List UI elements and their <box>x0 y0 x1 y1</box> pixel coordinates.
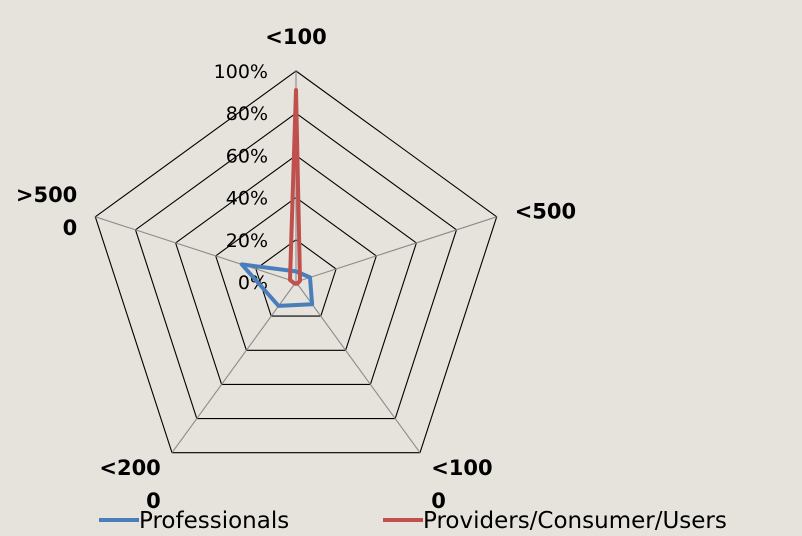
tick-label: 20% <box>226 230 268 252</box>
series-group <box>239 88 315 308</box>
spoke-1 <box>295 216 497 283</box>
category-label: 0 <box>146 489 161 513</box>
tick-label: 60% <box>226 145 268 167</box>
radar-grid <box>94 70 498 454</box>
radial-tick-labels: 0% 20% 40% 60% 80% 100% <box>214 61 268 294</box>
grid-ring-5 <box>94 70 498 454</box>
legend-label: Providers/Consumer/Users <box>423 508 727 534</box>
tick-label: 100% <box>214 61 268 83</box>
tick-label: 40% <box>226 188 268 210</box>
spoke-4 <box>95 216 297 283</box>
tick-label: 0% <box>238 272 268 294</box>
tick-label: 80% <box>226 103 268 125</box>
category-label: 0 <box>431 489 446 513</box>
spoke-3 <box>171 281 297 454</box>
series-line-1 <box>288 88 302 286</box>
legend: Professionals Providers/Consumer/Users <box>99 508 727 534</box>
grid-ring-4 <box>134 112 458 420</box>
grid-ring-3 <box>174 154 418 385</box>
category-label: <500 <box>515 199 576 223</box>
category-labels: <100 <500 <100 0 <200 0 >500 0 <box>16 25 576 513</box>
category-label: <200 <box>99 456 160 480</box>
category-label: <100 <box>265 25 326 49</box>
legend-label: Professionals <box>139 508 289 534</box>
series-line-0 <box>239 262 315 308</box>
category-label: 0 <box>63 216 78 240</box>
category-label: <100 <box>431 456 492 480</box>
grid-ring-1 <box>255 239 337 317</box>
spoke-2 <box>295 281 421 454</box>
category-label: >500 <box>16 183 77 207</box>
grid-ring-2 <box>215 196 377 351</box>
